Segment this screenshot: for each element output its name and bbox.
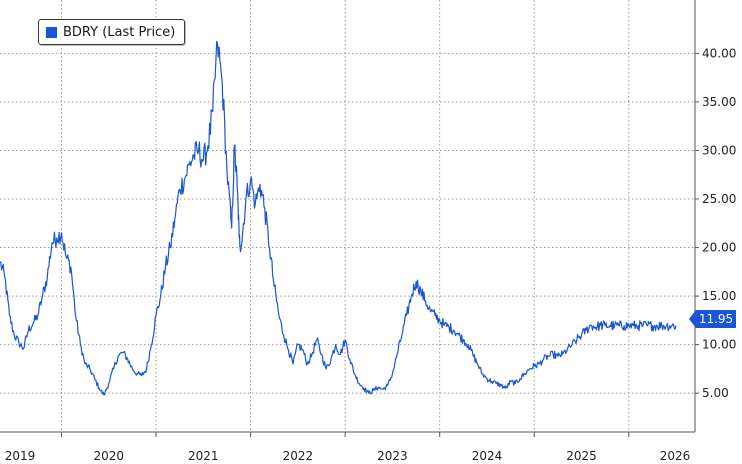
series-line — [0, 40, 677, 396]
legend-label: BDRY (Last Price) — [63, 24, 176, 40]
y-tick-label: 40.00 — [702, 46, 736, 60]
x-tick-label: 2019 — [5, 449, 36, 463]
x-tick-label: 2022 — [283, 449, 314, 463]
x-tick-label: 2026 — [660, 449, 691, 463]
x-tick-label: 2025 — [566, 449, 597, 463]
x-tick-label: 2023 — [377, 449, 408, 463]
y-tick-label: 35.00 — [702, 95, 736, 109]
y-tick-label: 25.00 — [702, 192, 736, 206]
last-price-badge: 11.95 — [689, 310, 736, 328]
y-tick-label: 10.00 — [702, 338, 736, 352]
x-tick-label: 2020 — [93, 449, 124, 463]
y-tick-label: 30.00 — [702, 143, 736, 157]
y-tick-label: 15.00 — [702, 289, 736, 303]
y-tick-label: 20.00 — [702, 241, 736, 255]
y-tick-label: 5.00 — [702, 386, 729, 400]
legend-swatch — [46, 26, 57, 38]
legend: BDRY (Last Price) — [38, 19, 186, 45]
x-tick-label: 2021 — [188, 449, 219, 463]
x-tick-label: 2024 — [472, 449, 503, 463]
